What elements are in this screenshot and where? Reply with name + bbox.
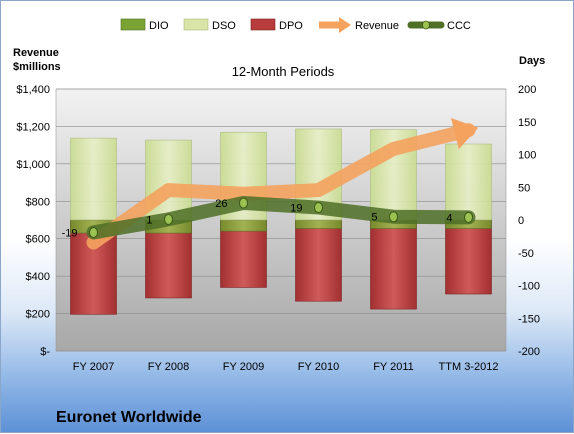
bar-dio	[220, 219, 267, 232]
left-axis-title-line1: Revenue	[13, 47, 59, 59]
right-tick-label: -200	[518, 346, 540, 358]
legend: DIO DSO DPO Revenue CCC	[120, 17, 471, 33]
ccc-data-label: 4	[446, 212, 452, 224]
category-label: FY 2008	[148, 361, 189, 373]
left-tick-label: $-	[40, 346, 50, 358]
bar-dso	[145, 139, 192, 221]
ccc-data-label: -19	[62, 227, 78, 239]
left-tick-label: $1,200	[16, 121, 50, 133]
ccc-point	[89, 226, 98, 238]
right-tick-label: 50	[518, 182, 530, 194]
legend-label-revenue: Revenue	[355, 20, 399, 32]
legend-label-dpo: DPO	[279, 20, 303, 32]
ccc-data-label: 26	[215, 198, 227, 210]
legend-marker-ccc	[422, 20, 430, 30]
left-tick-label: $1,400	[16, 84, 50, 96]
company-name: Euronet Worldwide	[56, 409, 202, 426]
ccc-data-label: 1	[146, 214, 152, 226]
chart-title: 12-Month Periods	[232, 64, 335, 79]
ccc-data-label: 5	[371, 212, 377, 224]
right-tick-label: -150	[518, 313, 540, 325]
right-tick-label: -100	[518, 281, 540, 293]
left-tick-label: $200	[26, 309, 50, 321]
bar-dio	[295, 219, 342, 229]
ccc-point	[314, 202, 323, 214]
legend-swatch-dio	[120, 18, 146, 31]
left-tick-label: $600	[26, 234, 50, 246]
revenue-arrowhead	[451, 118, 479, 150]
right-tick-label: 200	[518, 84, 536, 96]
left-tick-label: $1,000	[16, 159, 50, 171]
ccc-point	[389, 211, 398, 223]
right-tick-label: 0	[518, 215, 524, 227]
left-axis-title-line2: $millions	[13, 61, 61, 73]
right-tick-label: -50	[518, 248, 534, 260]
ccc-point	[464, 211, 473, 223]
right-tick-label: 150	[518, 117, 536, 129]
ccc-point	[239, 197, 248, 209]
bar-dso	[445, 143, 492, 221]
ccc-point	[164, 213, 173, 225]
legend-label-dio: DIO	[149, 20, 169, 32]
category-label: TTM 3-2012	[439, 361, 499, 373]
revenue-line	[86, 123, 476, 250]
left-tick-label: $400	[26, 271, 50, 283]
bar-dpo	[370, 219, 417, 310]
legend-swatch-dso	[183, 18, 209, 31]
right-axis-title: Days	[519, 55, 545, 67]
category-label: FY 2007	[73, 361, 114, 373]
category-label: FY 2009	[223, 361, 264, 373]
bar-dpo	[445, 219, 492, 295]
ccc-data-label: 19	[290, 203, 302, 215]
legend-label-dso: DSO	[212, 20, 236, 32]
left-tick-label: $800	[26, 196, 50, 208]
right-tick-label: 100	[518, 150, 536, 162]
bar-dpo	[295, 219, 342, 302]
legend-swatch-dpo	[250, 18, 276, 31]
legend-arrowhead-revenue	[339, 17, 351, 33]
ccc-line	[86, 195, 476, 240]
category-label: FY 2010	[298, 361, 339, 373]
bar-dso	[70, 137, 117, 221]
legend-label-ccc: CCC	[447, 20, 471, 32]
category-label: FY 2011	[373, 361, 414, 373]
